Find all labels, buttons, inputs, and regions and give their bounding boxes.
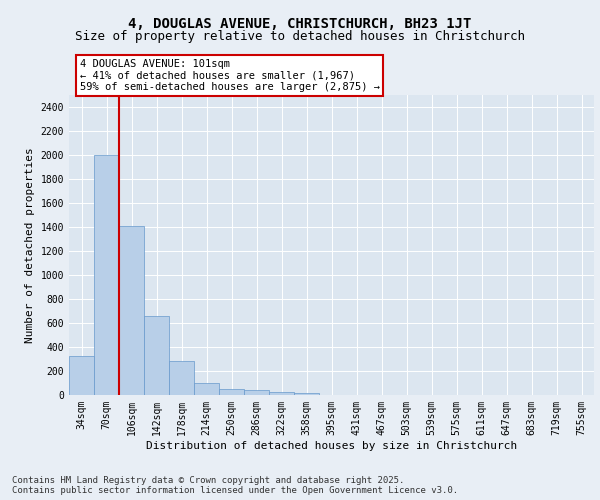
Text: 4, DOUGLAS AVENUE, CHRISTCHURCH, BH23 1JT: 4, DOUGLAS AVENUE, CHRISTCHURCH, BH23 1J… [128, 18, 472, 32]
Bar [294, 393, 319, 395]
Y-axis label: Number of detached properties: Number of detached properties [25, 147, 35, 343]
Bar [119, 226, 144, 395]
Bar [169, 362, 194, 395]
Text: Contains HM Land Registry data © Crown copyright and database right 2025.
Contai: Contains HM Land Registry data © Crown c… [12, 476, 458, 495]
Bar [244, 390, 269, 395]
Bar [194, 383, 219, 395]
Text: Size of property relative to detached houses in Christchurch: Size of property relative to detached ho… [75, 30, 525, 43]
Bar [94, 155, 119, 395]
Bar [219, 389, 244, 395]
Text: 4 DOUGLAS AVENUE: 101sqm
← 41% of detached houses are smaller (1,967)
59% of sem: 4 DOUGLAS AVENUE: 101sqm ← 41% of detach… [79, 59, 380, 92]
Bar [144, 316, 169, 395]
X-axis label: Distribution of detached houses by size in Christchurch: Distribution of detached houses by size … [146, 440, 517, 450]
Bar [269, 392, 294, 395]
Bar [69, 356, 94, 395]
